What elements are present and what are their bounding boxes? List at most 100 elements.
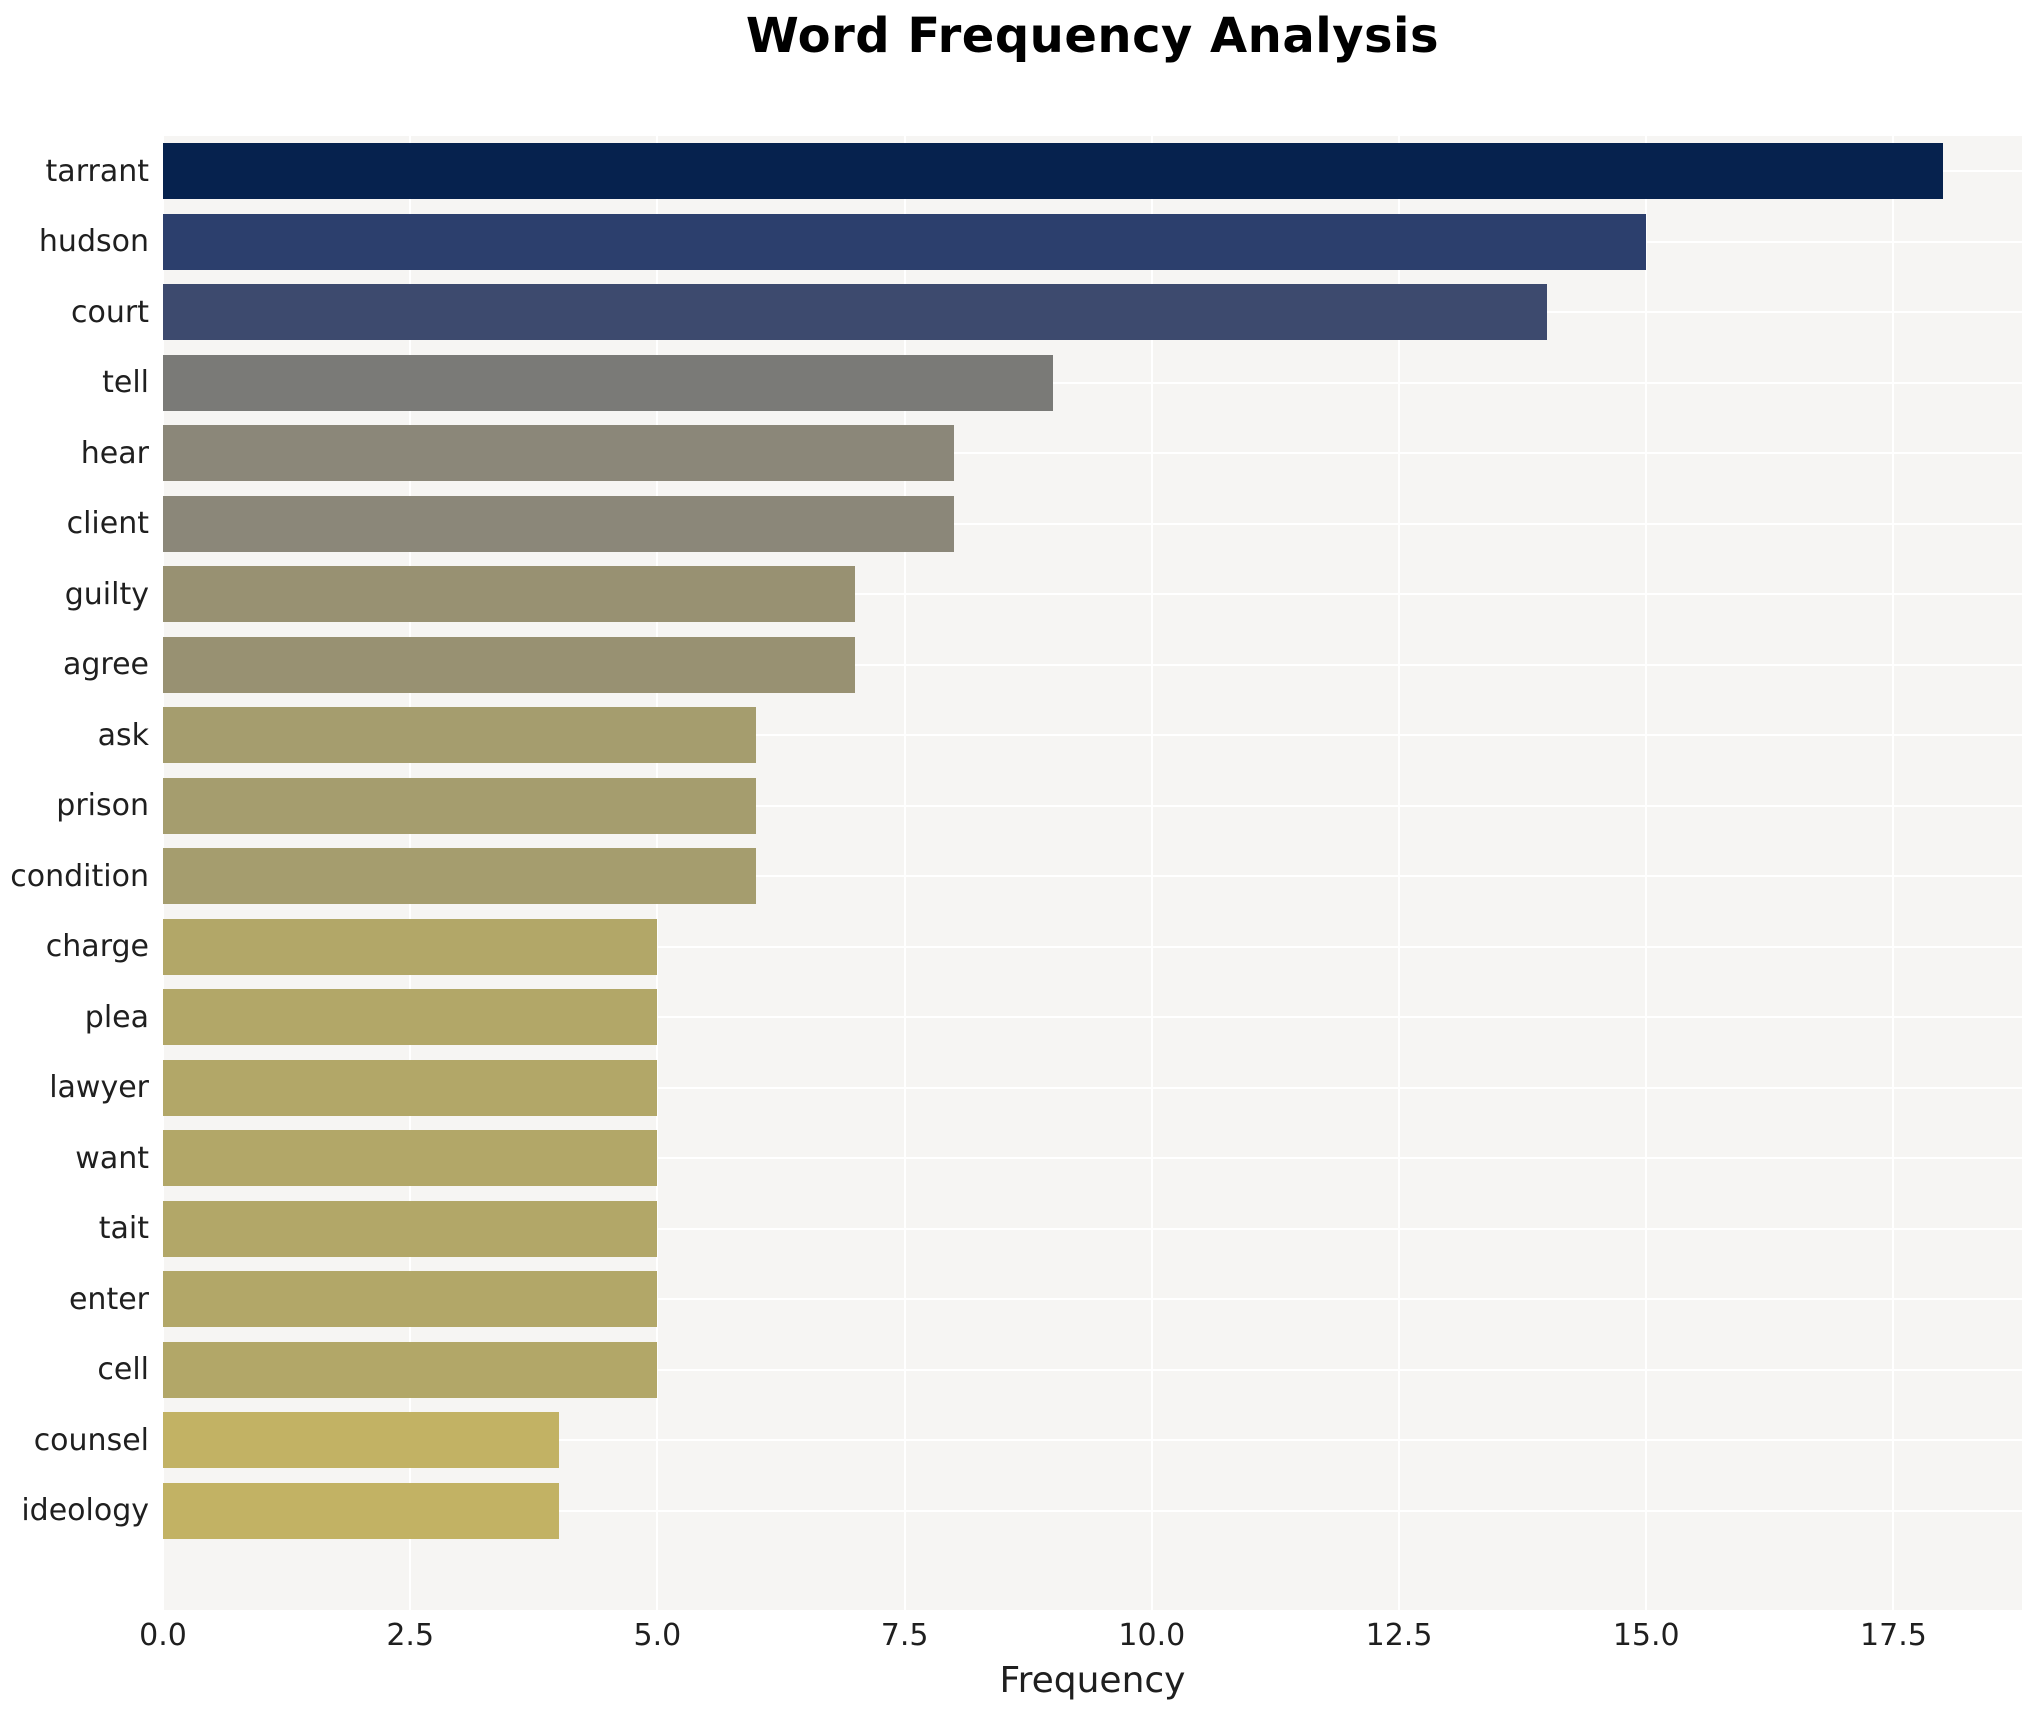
gridline-horizontal (163, 1157, 2022, 1160)
gridline-horizontal (163, 945, 2022, 948)
bar-track (163, 1123, 2022, 1194)
gridline-horizontal (163, 452, 2022, 455)
y-tick-label: cell (97, 1352, 149, 1388)
bar-tell (163, 354, 1053, 411)
gridline-vertical (1150, 136, 1153, 1610)
x-tick-label: 12.5 (1365, 1618, 1433, 1653)
bar-row: lawyer (49, 1053, 2022, 1124)
bar-row: counsel (34, 1405, 2022, 1476)
bar-lawyer (163, 1059, 658, 1116)
y-tick-label: tarrant (45, 153, 149, 189)
bar-track (163, 418, 2022, 489)
bars-area: tarrant hudson court tell hear client guilty ag… (10, 136, 2022, 1547)
bar-row: charge (46, 912, 2022, 983)
bar-track (163, 700, 2022, 771)
bar-row: cell (97, 1335, 2022, 1406)
bar-hear (163, 425, 955, 482)
gridline-horizontal (163, 1227, 2022, 1230)
bar-track (163, 136, 2022, 207)
gridline-horizontal (163, 593, 2022, 596)
bar-row: ask (98, 700, 2022, 771)
y-tick-label: agree (62, 647, 149, 683)
bar-track (163, 489, 2022, 560)
y-tick-label: enter (68, 1281, 149, 1317)
gridline-vertical (1892, 136, 1895, 1610)
bar-track (163, 1405, 2022, 1476)
y-tick-label: tait (98, 1211, 149, 1247)
y-tick-label: prison (56, 788, 149, 824)
gridline-horizontal (163, 381, 2022, 384)
bar-enter (163, 1271, 658, 1328)
x-tick-label: 10.0 (1118, 1618, 1186, 1653)
bar-row: enter (69, 1264, 2022, 1335)
bar-row: want (75, 1123, 2022, 1194)
bar-row: hudson (39, 207, 2022, 278)
bar-cell (163, 1341, 658, 1398)
chart-title: Word Frequency Analysis (745, 8, 1440, 64)
bar-tait (163, 1200, 658, 1257)
x-axis-ticks: 0.0 2.5 5.0 7.5 10.0 12.5 15.0 17.5 (139, 1618, 2022, 1662)
gridline-horizontal (163, 1298, 2022, 1301)
gridline-horizontal (163, 1368, 2022, 1371)
bar-track (163, 982, 2022, 1053)
y-tick-label: ideology (21, 1493, 149, 1529)
bar-track (163, 912, 2022, 983)
gridline-vertical (1645, 136, 1648, 1610)
bar-row: tarrant (46, 136, 2022, 207)
bar-track (163, 841, 2022, 912)
gridline-horizontal (163, 875, 2022, 878)
bar-want (163, 1130, 658, 1187)
bar-row: agree (63, 630, 2022, 701)
bar-track (163, 630, 2022, 701)
bar-track (163, 559, 2022, 630)
y-tick-label: hear (80, 435, 149, 471)
bar-track (163, 277, 2022, 348)
bar-client (163, 495, 955, 552)
bar-court (163, 284, 1548, 341)
gridline-horizontal (163, 1509, 2022, 1512)
bar-row: tait (99, 1194, 2022, 1265)
bar-track (163, 1264, 2022, 1335)
y-tick-label: charge (45, 929, 149, 965)
y-tick-label: want (75, 1140, 149, 1176)
x-tick-label: 5.0 (633, 1618, 682, 1653)
gridline-horizontal (163, 1086, 2022, 1089)
bar-row: hear (81, 418, 2022, 489)
plot-area: tarrant hudson court tell hear client guilty ag… (10, 136, 2022, 1610)
bar-guilty (163, 566, 856, 623)
bar-track (163, 348, 2022, 419)
bar-track (163, 1194, 2022, 1265)
y-tick-label: ask (97, 717, 149, 753)
gridline-horizontal (163, 522, 2022, 525)
bar-agree (163, 636, 856, 693)
x-tick-label: 15.0 (1612, 1618, 1680, 1653)
bar-row: client (67, 489, 2022, 560)
bar-counsel (163, 1412, 559, 1469)
bar-row: condition (10, 841, 2022, 912)
bar-row: plea (85, 982, 2022, 1053)
x-tick-label: 7.5 (880, 1618, 929, 1653)
gridline-vertical (903, 136, 906, 1610)
bar-ideology (163, 1482, 559, 1539)
bar-tarrant (163, 143, 1943, 200)
bar-track (163, 1476, 2022, 1547)
bar-row: prison (56, 771, 2022, 842)
bar-track (163, 207, 2022, 278)
bar-prison (163, 777, 757, 834)
bar-row: court (71, 277, 2022, 348)
bar-plea (163, 989, 658, 1046)
x-tick-label: 0.0 (139, 1618, 187, 1653)
y-tick-label: guilty (64, 576, 149, 612)
x-tick-label: 17.5 (1860, 1618, 1927, 1653)
y-tick-label: condition (10, 858, 149, 894)
gridline-horizontal (163, 1439, 2022, 1442)
bar-track (163, 1053, 2022, 1124)
bar-row: tell (102, 348, 2022, 419)
bar-row: ideology (21, 1476, 2022, 1547)
bar-row: guilty (65, 559, 2022, 630)
y-tick-label: court (71, 294, 149, 330)
gridline-horizontal (163, 804, 2022, 807)
x-axis-label: Frequency (999, 1660, 1186, 1701)
y-tick-label: plea (84, 999, 149, 1035)
